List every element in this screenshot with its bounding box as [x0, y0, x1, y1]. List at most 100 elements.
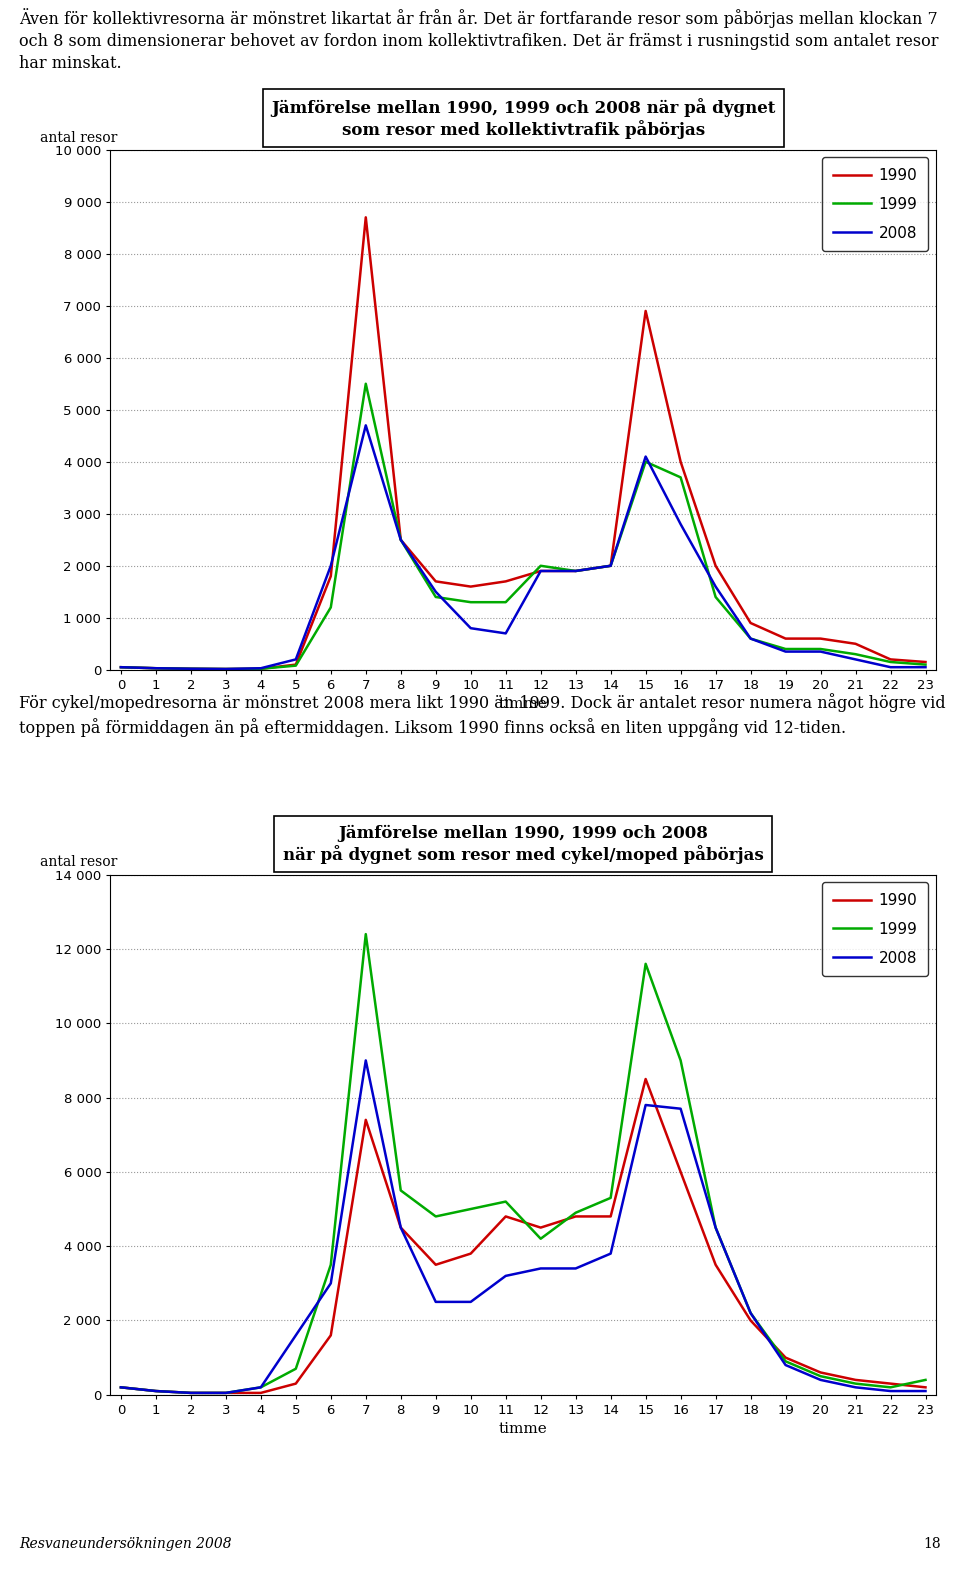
1990 — [535, 561, 546, 580]
Legend: 1990, 1999, 2008: 1990, 1999, 2008 — [823, 883, 928, 976]
1999 — [640, 955, 652, 974]
1999 — [290, 1359, 301, 1377]
1999 — [815, 640, 827, 659]
1999 — [255, 659, 267, 678]
2008 — [570, 1259, 582, 1278]
2008 — [535, 1259, 546, 1278]
1990 — [709, 556, 721, 575]
2008 — [220, 660, 231, 679]
1990 — [185, 659, 197, 678]
1999 — [395, 530, 406, 550]
1999 — [465, 593, 476, 611]
2008 — [290, 649, 301, 668]
1990 — [780, 629, 791, 648]
1990 — [885, 649, 897, 668]
1990 — [605, 556, 616, 575]
1999 — [570, 1204, 582, 1223]
1999 — [885, 1377, 897, 1396]
2008 — [500, 1267, 512, 1286]
1999 — [430, 588, 442, 607]
1990 — [780, 1347, 791, 1366]
1999 — [150, 1382, 161, 1401]
1999 — [360, 375, 372, 394]
1999 — [570, 561, 582, 580]
2008 — [570, 561, 582, 580]
1990 — [255, 1384, 267, 1403]
1990 — [640, 301, 652, 320]
1999 — [500, 593, 512, 611]
1990 — [675, 1163, 686, 1182]
1990 — [850, 635, 861, 654]
1990 — [675, 452, 686, 471]
1990 — [220, 660, 231, 679]
1999 — [675, 468, 686, 487]
2008 — [745, 629, 756, 648]
2008 — [150, 1382, 161, 1401]
1990 — [360, 208, 372, 227]
1990 — [465, 577, 476, 596]
1999 — [815, 1366, 827, 1385]
2008 — [185, 659, 197, 678]
1990 — [920, 652, 931, 671]
1990 — [815, 629, 827, 648]
1990 — [535, 1218, 546, 1237]
1999 — [535, 556, 546, 575]
1990 — [745, 1311, 756, 1330]
2008 — [885, 1382, 897, 1401]
Line: 2008: 2008 — [121, 1061, 925, 1393]
1990 — [815, 1363, 827, 1382]
1990 — [500, 1207, 512, 1226]
1999 — [185, 1384, 197, 1403]
Legend: 1990, 1999, 2008: 1990, 1999, 2008 — [823, 158, 928, 251]
1999 — [150, 659, 161, 678]
2008 — [885, 657, 897, 676]
2008 — [780, 1355, 791, 1374]
1999 — [920, 656, 931, 675]
1990 — [290, 1374, 301, 1393]
Line: 2008: 2008 — [121, 426, 925, 670]
1999 — [709, 588, 721, 607]
1999 — [535, 1229, 546, 1248]
1999 — [220, 1384, 231, 1403]
2008 — [920, 657, 931, 676]
2008 — [605, 556, 616, 575]
Text: antal resor: antal resor — [40, 856, 117, 870]
1999 — [465, 1199, 476, 1218]
Text: 18: 18 — [924, 1538, 941, 1551]
1999 — [920, 1371, 931, 1390]
1990 — [920, 1377, 931, 1396]
Text: För cykel/mopedresorna är mönstret 2008 mera likt 1990 än 1999. Dock är antalet : För cykel/mopedresorna är mönstret 2008 … — [19, 693, 946, 738]
1990 — [325, 1325, 337, 1344]
1999 — [780, 640, 791, 659]
2008 — [745, 1303, 756, 1322]
Text: antal resor: antal resor — [40, 131, 117, 145]
1990 — [255, 659, 267, 678]
1990 — [465, 1243, 476, 1262]
2008 — [500, 624, 512, 643]
1990 — [150, 1382, 161, 1401]
2008 — [115, 1377, 127, 1396]
2008 — [640, 1095, 652, 1114]
1999 — [500, 1191, 512, 1210]
2008 — [220, 1384, 231, 1403]
2008 — [850, 649, 861, 668]
Line: 1990: 1990 — [121, 217, 925, 670]
1999 — [115, 657, 127, 676]
1999 — [640, 452, 652, 471]
1999 — [325, 597, 337, 616]
Line: 1999: 1999 — [121, 385, 925, 670]
1999 — [605, 1188, 616, 1207]
2008 — [675, 1100, 686, 1119]
1990 — [150, 659, 161, 678]
X-axis label: timme: timme — [499, 1423, 547, 1436]
1999 — [850, 1374, 861, 1393]
1999 — [850, 645, 861, 663]
1990 — [185, 1384, 197, 1403]
X-axis label: timme: timme — [499, 698, 547, 711]
2008 — [709, 1218, 721, 1237]
2008 — [325, 556, 337, 575]
1999 — [780, 1352, 791, 1371]
1999 — [325, 1254, 337, 1273]
2008 — [535, 561, 546, 580]
1990 — [115, 657, 127, 676]
